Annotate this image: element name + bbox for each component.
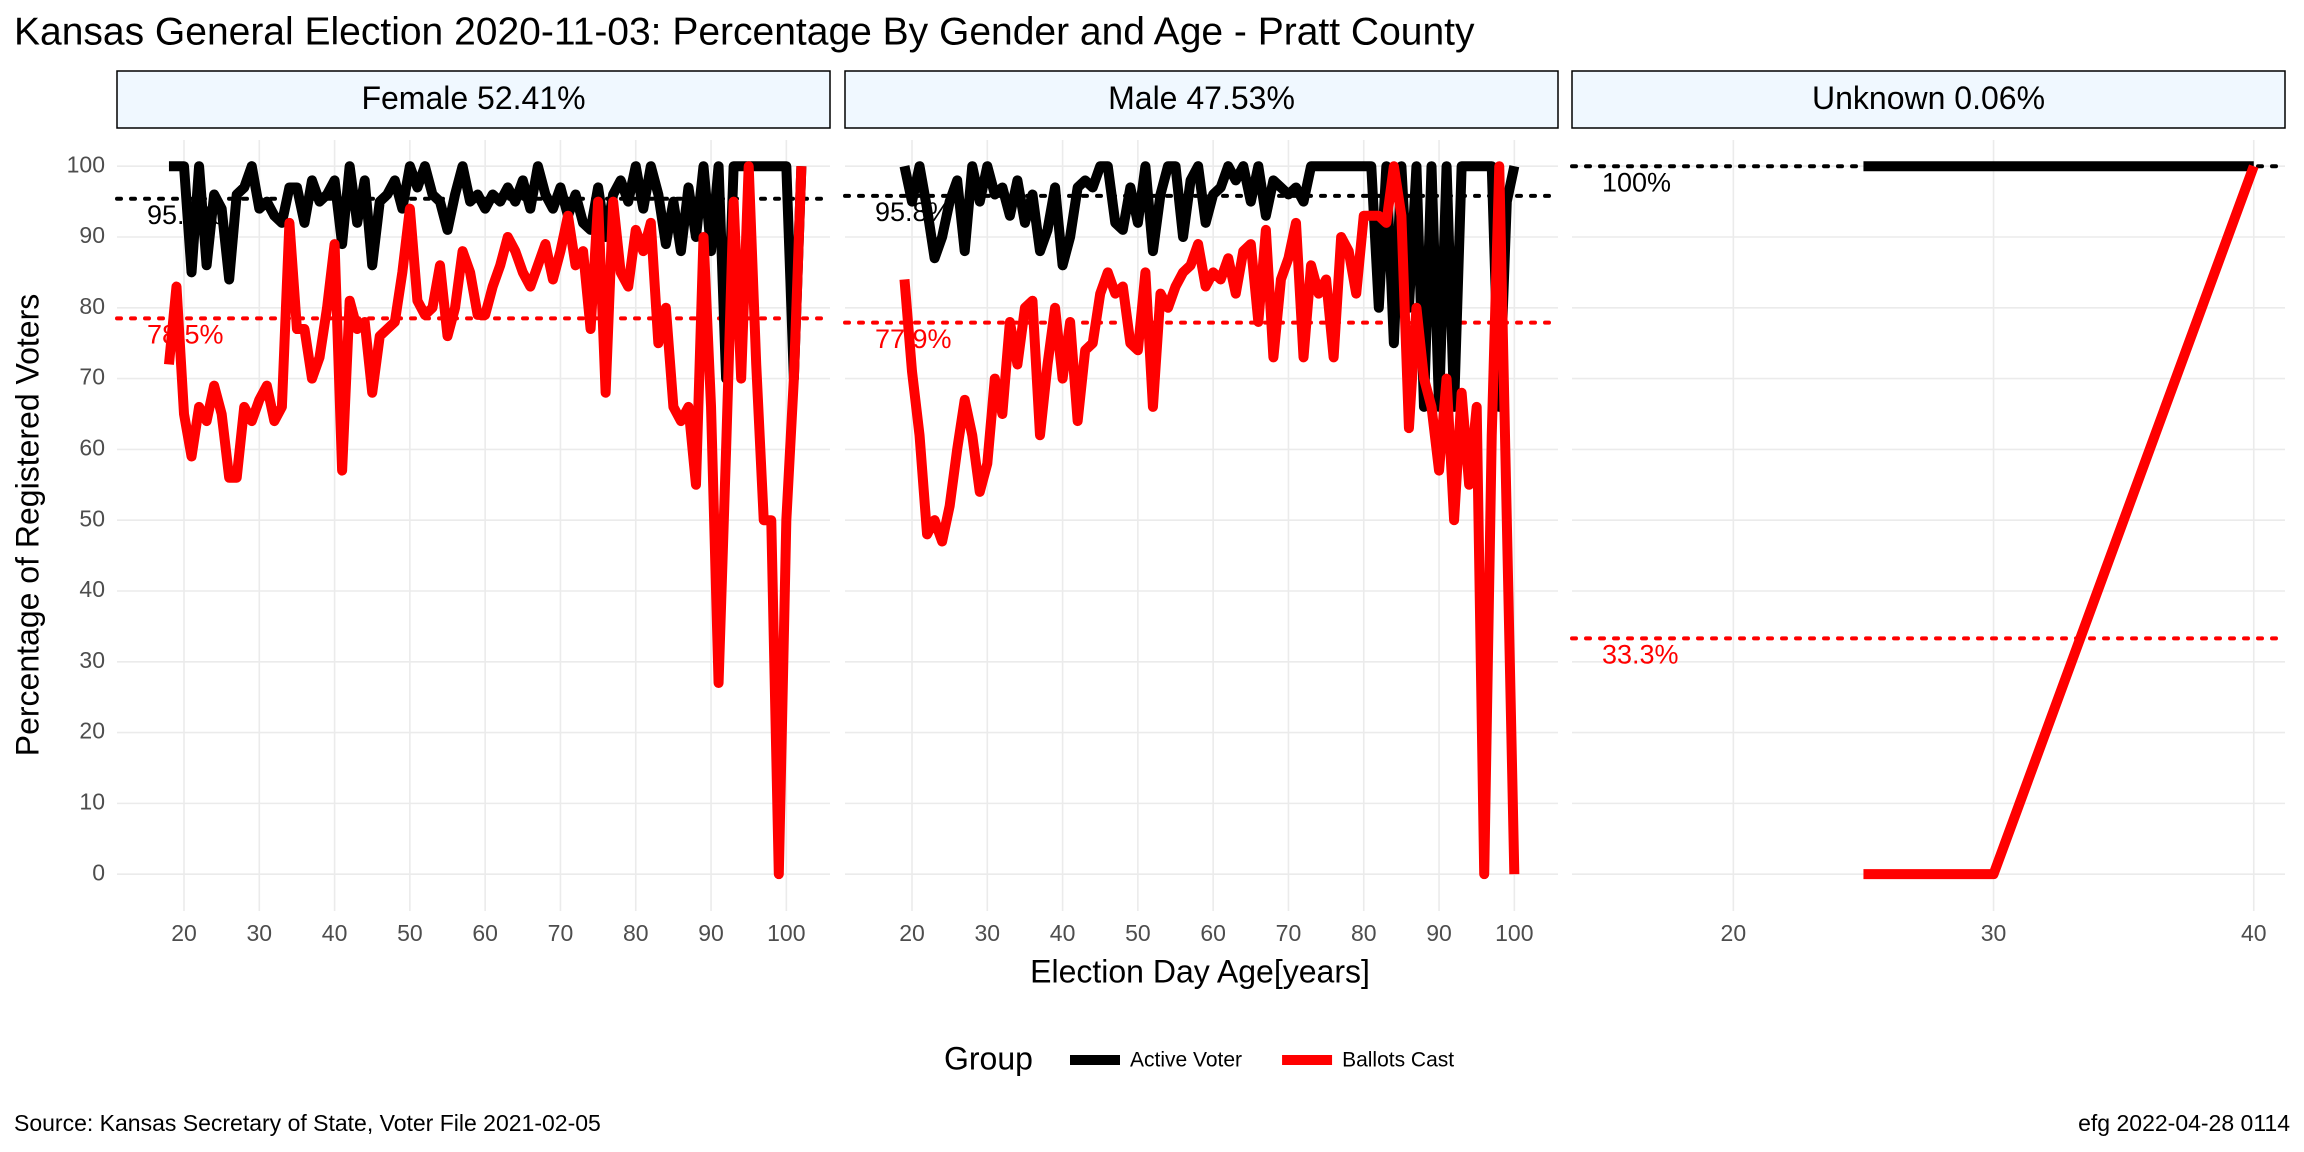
x-tick-label: 20 bbox=[899, 920, 925, 946]
facet-strip bbox=[1571, 70, 2286, 129]
x-tick-label: 80 bbox=[623, 920, 649, 946]
y-tick-label: 90 bbox=[79, 222, 105, 248]
x-tick-label: 50 bbox=[1125, 920, 1151, 946]
x-tick-label: 90 bbox=[1426, 920, 1452, 946]
y-tick-label: 40 bbox=[79, 576, 105, 602]
y-tick-label: 70 bbox=[79, 364, 105, 390]
reference-label: 100% bbox=[1602, 167, 1671, 197]
facet-label: Female 52.41% bbox=[361, 80, 585, 116]
facet-strip bbox=[116, 70, 831, 129]
x-tick-label: 80 bbox=[1351, 920, 1377, 946]
x-tick-label: 100 bbox=[767, 920, 805, 946]
caption-right: efg 2022-04-28 0114 bbox=[2078, 1110, 2290, 1136]
x-tick-label: 30 bbox=[1981, 920, 2007, 946]
caption-left: Source: Kansas Secretary of State, Voter… bbox=[14, 1110, 601, 1136]
y-tick-label: 80 bbox=[79, 293, 105, 319]
series-line bbox=[899, 161, 1520, 880]
x-tick-label: 50 bbox=[397, 920, 423, 946]
x-tick-label: 20 bbox=[1721, 920, 1747, 946]
series-line bbox=[163, 161, 807, 880]
x-tick-label: 60 bbox=[472, 920, 498, 946]
x-tick-label: 20 bbox=[171, 920, 197, 946]
y-tick-label: 50 bbox=[79, 505, 105, 531]
y-tick-label: 60 bbox=[79, 434, 105, 460]
y-tick-label: 10 bbox=[79, 788, 105, 814]
x-tick-label: 40 bbox=[1050, 920, 1076, 946]
x-tick-label: 40 bbox=[2241, 920, 2267, 946]
reference-label: 78.5% bbox=[147, 320, 224, 350]
x-tick-label: 70 bbox=[1276, 920, 1302, 946]
y-tick-label: 100 bbox=[67, 151, 105, 177]
x-axis-title: Election Day Age[years] bbox=[1030, 953, 1370, 989]
x-tick-label: 70 bbox=[548, 920, 574, 946]
x-tick-label: 30 bbox=[247, 920, 273, 946]
facet-strip bbox=[844, 70, 1559, 129]
x-tick-label: 60 bbox=[1200, 920, 1226, 946]
y-tick-label: 30 bbox=[79, 647, 105, 673]
legend-label: Active Voter bbox=[1130, 1049, 1242, 1072]
y-axis-title: Percentage of Registered Voters bbox=[9, 294, 45, 757]
x-tick-label: 30 bbox=[975, 920, 1001, 946]
facet-label: Male 47.53% bbox=[1108, 80, 1295, 116]
facet-label: Unknown 0.06% bbox=[1812, 80, 2045, 116]
legend-label: Ballots Cast bbox=[1342, 1049, 1454, 1072]
chart-title: Kansas General Election 2020-11-03: Perc… bbox=[14, 10, 1475, 53]
x-tick-label: 40 bbox=[322, 920, 348, 946]
y-tick-label: 0 bbox=[92, 859, 105, 885]
series-line bbox=[1863, 164, 2259, 880]
legend-title: Group bbox=[944, 1040, 1033, 1076]
series-line bbox=[168, 161, 807, 384]
x-tick-label: 90 bbox=[698, 920, 724, 946]
y-tick-label: 20 bbox=[79, 718, 105, 744]
reference-label: 33.3% bbox=[1602, 640, 1679, 670]
x-tick-label: 100 bbox=[1495, 920, 1533, 946]
series-line bbox=[899, 161, 1520, 412]
